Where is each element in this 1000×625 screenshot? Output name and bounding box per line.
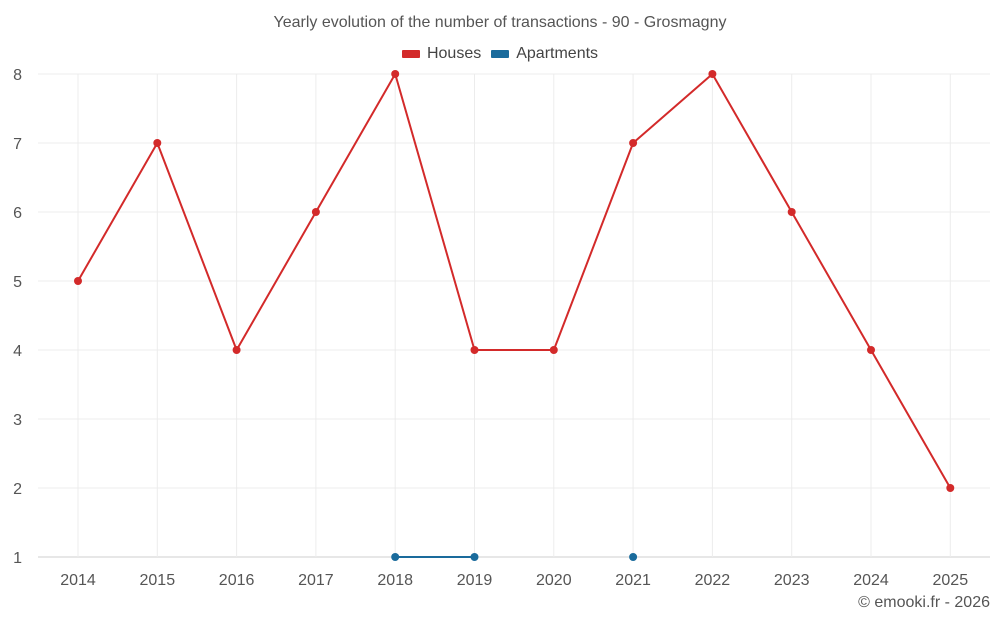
x-tick-label: 2014 — [60, 572, 96, 589]
y-tick-label: 5 — [13, 274, 22, 291]
data-point-houses — [708, 70, 717, 78]
y-tick-label: 3 — [13, 412, 22, 429]
data-point-houses — [787, 208, 796, 216]
data-point-houses — [549, 346, 558, 354]
series-line-houses — [77, 73, 952, 489]
data-point-apartments — [391, 553, 400, 561]
x-tick-label: 2021 — [615, 572, 651, 589]
data-point-houses — [946, 484, 955, 492]
legend-swatch-apartments — [491, 50, 510, 58]
data-point-houses — [867, 346, 875, 354]
x-tick-label: 2025 — [933, 572, 969, 589]
data-point-apartments — [629, 553, 638, 561]
chart-title: Yearly evolution of the number of transa… — [273, 14, 727, 31]
x-tick-label: 2022 — [695, 572, 731, 589]
data-point-houses — [311, 208, 320, 216]
data-point-apartments — [470, 553, 479, 561]
y-tick-label: 1 — [13, 550, 22, 567]
legend-swatch-houses — [401, 50, 420, 58]
data-point-houses — [391, 70, 400, 78]
x-tick-label: 2015 — [140, 572, 176, 589]
x-tick-label: 2020 — [536, 572, 572, 589]
copyright-text: © emooki.fr - 2026 — [858, 594, 990, 611]
x-tick-label: 2019 — [457, 572, 493, 589]
legend-item-apartments[interactable]: Apartments — [491, 45, 598, 63]
x-tick-label: 2016 — [219, 572, 255, 589]
data-point-houses — [470, 346, 479, 354]
x-tick-label: 2023 — [774, 572, 810, 589]
x-tick-label: 2024 — [853, 572, 889, 589]
y-tick-label: 6 — [13, 205, 22, 222]
legend: Houses Apartments — [0, 45, 1000, 63]
y-tick-label: 4 — [13, 343, 22, 360]
data-point-houses — [153, 139, 162, 147]
legend-item-houses[interactable]: Houses — [401, 45, 482, 63]
y-tick-label: 2 — [13, 481, 22, 498]
data-point-houses — [232, 346, 241, 354]
x-tick-label: 2018 — [377, 572, 413, 589]
legend-label-houses: Houses — [426, 45, 482, 62]
y-tick-label: 8 — [13, 67, 22, 84]
data-point-houses — [74, 277, 82, 285]
y-tick-label: 7 — [13, 136, 22, 153]
x-tick-label: 2017 — [298, 572, 334, 589]
legend-label-apartments: Apartments — [516, 45, 599, 62]
data-point-houses — [629, 139, 638, 147]
